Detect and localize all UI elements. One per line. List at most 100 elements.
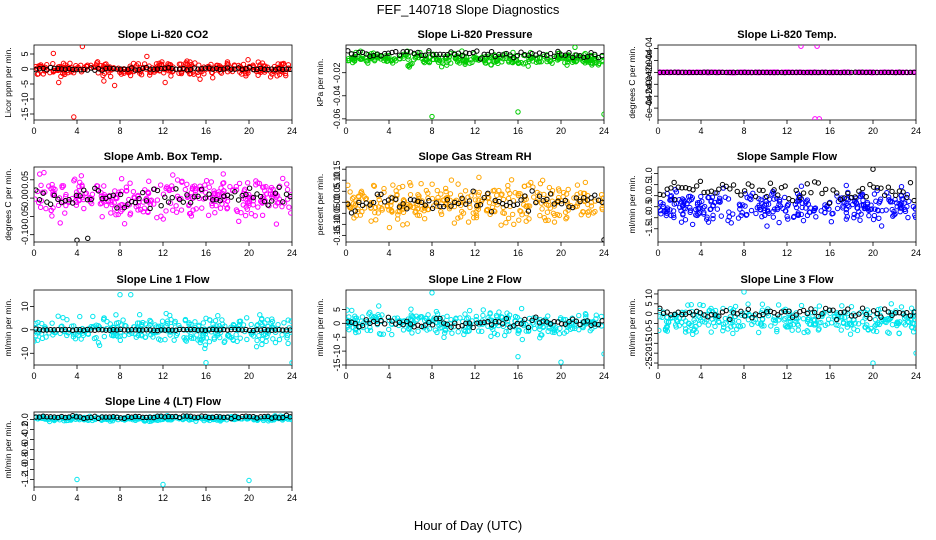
data-point (34, 337, 41, 343)
y-tick-label: 2e-04 (644, 49, 654, 72)
data-point (213, 327, 220, 333)
data-point (164, 320, 170, 327)
data-point (867, 315, 873, 322)
series-2 (346, 48, 604, 62)
data-point (756, 187, 763, 193)
x-tick-label: 8 (117, 371, 122, 381)
data-point (279, 203, 285, 210)
data-point (114, 205, 120, 211)
data-point (158, 327, 164, 333)
data-point (694, 183, 700, 189)
data-point (696, 199, 703, 206)
data-point (43, 205, 49, 212)
data-point (384, 58, 390, 64)
points-layer (34, 291, 292, 365)
data-point (367, 327, 374, 334)
data-point (812, 321, 819, 327)
data-point (764, 223, 770, 229)
data-point (562, 52, 568, 58)
data-point (748, 196, 754, 203)
data-point (447, 197, 453, 204)
data-point (70, 200, 76, 206)
data-point (749, 321, 755, 328)
data-point (400, 327, 407, 333)
data-point (664, 309, 670, 315)
data-point (210, 326, 216, 333)
data-point (407, 196, 414, 203)
data-point (232, 326, 238, 333)
data-point (671, 69, 678, 75)
data-point (77, 193, 83, 199)
data-point (213, 413, 220, 420)
data-point (727, 69, 733, 76)
data-point (551, 329, 558, 336)
data-point (97, 201, 104, 207)
data-point (128, 327, 135, 333)
x-tick-label: 24 (287, 493, 297, 503)
data-point (551, 53, 557, 59)
data-point (848, 69, 855, 76)
data-point (288, 210, 292, 216)
data-point (244, 336, 250, 343)
data-point (882, 318, 888, 325)
data-point (422, 202, 428, 208)
data-point (599, 318, 604, 324)
data-point (211, 335, 217, 341)
data-point (221, 339, 227, 346)
data-point (382, 321, 388, 327)
data-point (114, 327, 120, 333)
data-point (547, 50, 554, 57)
data-point (187, 200, 194, 206)
y-tick-label: 0e+00 (644, 60, 654, 85)
data-point (518, 321, 524, 327)
data-point (117, 191, 124, 198)
data-point (221, 188, 227, 194)
data-point (658, 305, 663, 312)
data-point (146, 63, 152, 69)
data-point (443, 188, 449, 195)
data-point (840, 203, 846, 209)
data-point (444, 321, 451, 328)
series-2 (658, 69, 916, 76)
data-point (88, 196, 94, 203)
data-point (811, 69, 818, 76)
data-point (199, 186, 205, 192)
outlier-point (572, 45, 578, 51)
data-point (120, 317, 126, 323)
data-point (210, 414, 216, 420)
data-point (125, 413, 131, 420)
data-point (863, 194, 869, 200)
data-point (239, 66, 245, 72)
data-point (710, 212, 716, 219)
data-point (465, 219, 472, 225)
data-point (564, 59, 571, 65)
data-point (217, 334, 223, 341)
data-point (599, 52, 604, 59)
data-point (472, 197, 479, 203)
data-point (165, 199, 172, 205)
data-point (690, 327, 697, 334)
data-point (664, 69, 670, 76)
data-point (800, 217, 807, 224)
data-point (522, 316, 528, 323)
data-point (682, 185, 689, 191)
data-point (795, 327, 801, 333)
data-point (113, 212, 119, 218)
data-point (187, 333, 194, 340)
data-point (516, 327, 522, 333)
data-point (658, 314, 663, 320)
data-point (873, 328, 880, 335)
data-point (764, 309, 770, 315)
data-point (182, 186, 189, 193)
data-point (881, 306, 888, 312)
data-point (451, 220, 458, 226)
data-point (213, 194, 220, 201)
outlier-point (162, 79, 168, 86)
data-point (885, 309, 892, 315)
y-axis-label: degrees C per min. (627, 46, 637, 118)
data-point (799, 204, 805, 211)
data-point (285, 317, 291, 323)
data-point (888, 301, 894, 307)
data-point (893, 310, 899, 316)
